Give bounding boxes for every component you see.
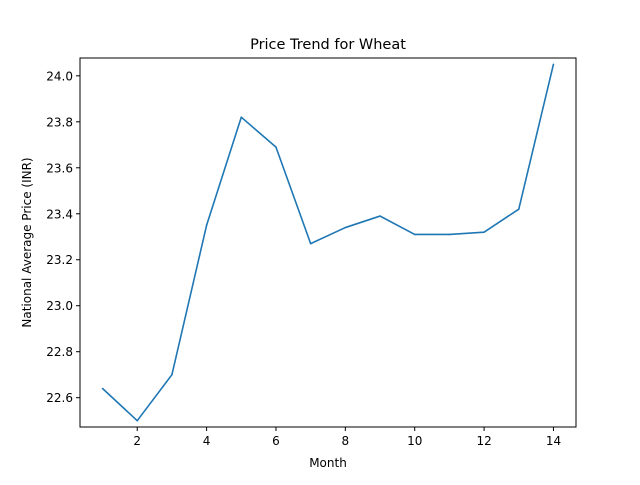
series-layer — [101, 63, 555, 422]
y-tick-label: 23.2 — [46, 253, 73, 267]
x-axis-ticks: 2 4 6 8 10 12 14 — [133, 427, 561, 448]
y-tick-label: 23.4 — [46, 207, 73, 221]
x-tick-label: 8 — [342, 434, 350, 448]
data-point — [275, 146, 277, 148]
series-line — [102, 64, 555, 422]
data-point — [136, 419, 139, 422]
data-point — [205, 224, 208, 227]
x-tick-label: 2 — [133, 434, 141, 448]
y-tick-label: 23.0 — [46, 299, 73, 313]
data-point — [171, 373, 173, 376]
y-axis-label: National Average Price (INR) — [20, 157, 34, 327]
x-tick-label: 4 — [203, 434, 211, 448]
y-tick-label: 22.8 — [46, 345, 73, 359]
x-axis-label: Month — [309, 456, 347, 470]
x-tick-label: 12 — [476, 434, 491, 448]
plot-frame — [79, 57, 577, 428]
data-point — [483, 231, 485, 233]
chart-title: Price Trend for Wheat — [250, 37, 406, 53]
data-point — [413, 233, 416, 236]
data-point — [309, 242, 312, 245]
y-tick-label: 24.0 — [46, 69, 73, 83]
x-tick-label: 14 — [546, 434, 561, 448]
y-axis-ticks: 22.6 22.8 23.0 23.2 23.4 23.6 23.8 24.0 — [46, 69, 80, 405]
y-tick-label: 23.6 — [46, 161, 73, 175]
data-point — [517, 208, 520, 210]
data-point — [552, 63, 555, 66]
x-tick-label: 10 — [407, 434, 422, 448]
y-tick-label: 23.8 — [46, 115, 73, 129]
data-point — [379, 215, 381, 217]
x-tick-label: 6 — [272, 434, 280, 448]
data-point — [240, 116, 243, 119]
y-tick-label: 22.6 — [46, 391, 73, 405]
plot-area — [80, 58, 576, 427]
data-point — [101, 387, 104, 390]
data-point — [344, 226, 347, 229]
data-point — [448, 233, 451, 236]
